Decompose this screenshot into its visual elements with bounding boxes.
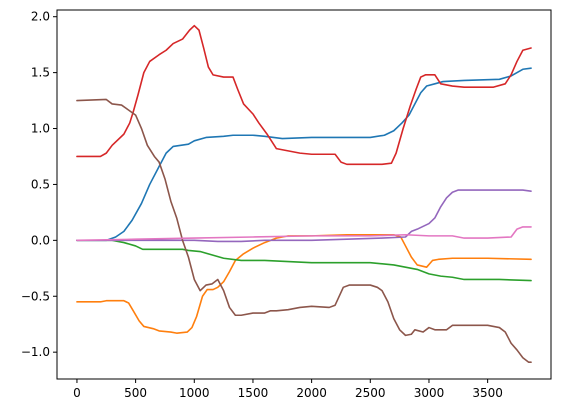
y-tick-label: 0.0 — [31, 233, 50, 247]
x-axis-ticks: 0 500 1000 1500 2000 2500 3000 3500 — [73, 379, 503, 400]
series-line-5 — [76, 189, 532, 243]
x-tick-label: 500 — [124, 386, 147, 400]
series-line-1 — [76, 67, 532, 242]
series-line-2 — [76, 233, 532, 334]
series-layer — [76, 24, 532, 364]
y-tick-label: 2.0 — [31, 10, 50, 24]
x-tick-label: 2500 — [355, 386, 386, 400]
x-tick-label: 3000 — [414, 386, 445, 400]
y-tick-label: 1.0 — [31, 122, 50, 136]
y-axis-ticks: −1.0 −0.5 0.0 0.5 1.0 1.5 2.0 — [21, 10, 57, 359]
x-tick-label: 0 — [73, 386, 81, 400]
series-line-3 — [76, 239, 532, 282]
x-tick-label: 1000 — [179, 386, 210, 400]
x-tick-label: 1500 — [238, 386, 269, 400]
series-line-6 — [76, 98, 532, 364]
y-tick-label: 1.5 — [31, 66, 50, 80]
x-tick-label: 2000 — [296, 386, 327, 400]
y-tick-label: −1.0 — [21, 345, 50, 359]
y-tick-label: 0.5 — [31, 177, 50, 191]
plot-frame — [56, 9, 552, 380]
series-line-7 — [76, 226, 532, 242]
series-line-4 — [76, 24, 532, 166]
x-tick-label: 3500 — [472, 386, 503, 400]
y-tick-label: −0.5 — [21, 289, 50, 303]
